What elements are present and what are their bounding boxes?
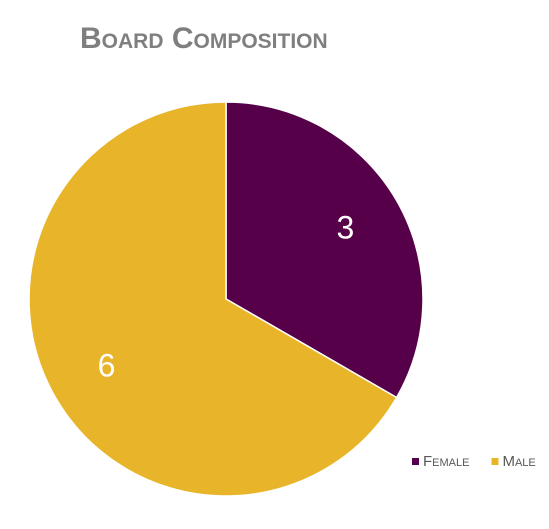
chart-title: Board Composition (80, 22, 328, 55)
legend-swatch (491, 458, 499, 465)
legend-label: Female (423, 453, 469, 470)
pie-slice (225, 101, 424, 399)
data-label: 6 (98, 347, 116, 383)
pie-slice (28, 101, 398, 497)
data-label: 3 (337, 210, 355, 246)
legend-swatch (412, 458, 419, 465)
legend-label: Male (502, 453, 535, 470)
